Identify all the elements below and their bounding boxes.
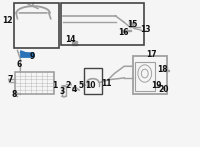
Bar [62, 86, 66, 96]
Text: 5: 5 [79, 81, 84, 90]
Circle shape [158, 85, 161, 87]
Bar [127, 30, 131, 31]
Text: 7: 7 [8, 75, 13, 84]
Text: 4: 4 [72, 85, 77, 94]
Text: 3: 3 [60, 87, 65, 96]
Text: 17: 17 [146, 50, 157, 59]
Text: 18: 18 [157, 65, 168, 74]
Bar [135, 62, 155, 91]
Text: 20: 20 [158, 85, 169, 94]
Text: 12: 12 [2, 16, 13, 25]
Text: 10: 10 [85, 81, 95, 90]
Text: 16: 16 [118, 28, 128, 37]
Bar [15, 72, 54, 94]
Bar [133, 56, 167, 94]
Bar [121, 30, 126, 32]
Text: 9: 9 [30, 52, 35, 61]
Text: 1: 1 [52, 81, 57, 90]
Bar [14, 3, 59, 47]
Text: 11: 11 [101, 79, 112, 88]
Bar [129, 22, 134, 24]
Text: 2: 2 [66, 81, 71, 90]
Text: 14: 14 [65, 35, 76, 44]
Bar [61, 3, 144, 45]
Text: 6: 6 [17, 60, 22, 69]
Text: 13: 13 [140, 25, 151, 34]
Text: 8: 8 [12, 90, 17, 99]
FancyBboxPatch shape [20, 53, 34, 58]
Text: 19: 19 [151, 81, 162, 90]
Bar [72, 44, 77, 45]
Bar [165, 70, 169, 71]
Bar [72, 41, 77, 43]
Bar [84, 68, 102, 94]
Circle shape [163, 88, 165, 90]
Text: 15: 15 [127, 20, 137, 29]
